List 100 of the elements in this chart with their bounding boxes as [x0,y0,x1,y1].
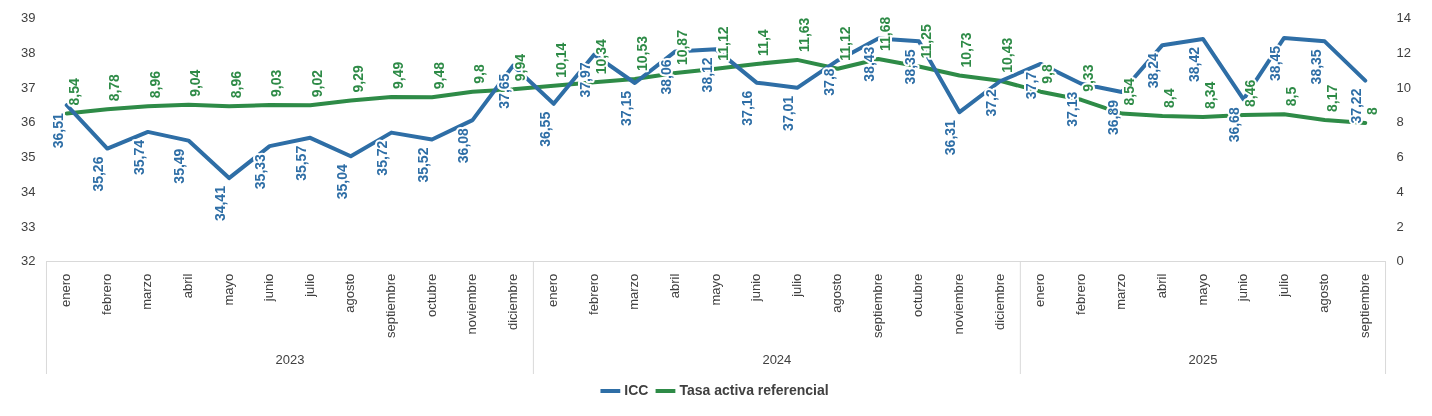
data-label: 35,74 [130,139,147,175]
y2-tick-label: 8 [1396,114,1404,130]
x-tick-label: enero [58,273,74,307]
text: 2023 [275,351,305,367]
data-label: 36,68 [1226,107,1243,143]
data-label: 11,68 [877,16,894,52]
data-label: 9,49 [390,61,407,90]
data-label: 8,54 [1120,78,1137,106]
y-tick-label: 32 [20,253,36,269]
y-tick-label: 38 [20,45,36,61]
data-label: 9,8 [471,63,488,84]
x-tick-label: abril [180,273,196,299]
legend-label: ICC [624,381,649,398]
y-tick-label: 33 [20,218,36,234]
x-tick-label: diciembre [991,273,1007,331]
data-label: 37,7 [1023,71,1040,100]
data-label: 10,14 [552,42,569,78]
x-tick-label: septiembre [869,273,885,338]
x-tick-label: mayo [1194,273,1210,306]
data-label: 9,04 [187,69,204,97]
y2-tick-label: 6 [1396,149,1404,165]
data-label: 35,52 [414,147,431,183]
x-tick-label: marzo [1113,273,1129,310]
data-label: 38,42 [1185,46,1202,82]
data-label: 36,51 [49,113,66,149]
data-label: 11,25 [917,24,934,59]
y2-tick-label: 0 [1396,253,1404,269]
data-label: 37,97 [577,62,594,98]
data-label: 35,57 [293,145,310,181]
data-label: 35,04 [333,164,350,200]
data-label: 11,12 [714,26,731,61]
y2-tick-label: 2 [1396,218,1404,234]
data-label: 35,49 [171,148,188,184]
data-label: 9,03 [268,69,285,98]
x-tick-label: octubre [910,273,926,318]
x-tick-label: agosto [1316,273,1332,313]
x-tick-label: abril [1153,273,1169,299]
x-tick-label: junio [261,273,277,303]
data-label: 10,43 [998,37,1015,73]
data-label: 38,35 [901,49,918,85]
x-tick-label: mayo [707,273,723,306]
data-label: 38,43 [861,46,878,82]
y2-tick-label: 12 [1396,45,1412,61]
data-label: 37,22 [1348,88,1365,124]
x-tick-label: octubre [423,273,439,318]
legend-label: Tasa activa referencial [679,381,829,398]
data-label: 8,96 [227,70,244,99]
y-tick-label: 35 [20,149,36,165]
x-tick-label: abril [667,273,682,299]
y2-tick-label: 10 [1396,79,1412,95]
data-label: 36,89 [1104,99,1121,136]
data-label: 10,87 [674,29,691,66]
data-label: 8,5 [1282,86,1299,107]
data-label: 9,94 [511,53,528,82]
data-label: 9,02 [309,69,326,98]
data-label: 37,8 [820,68,837,96]
data-label: 38,35 [1307,49,1324,85]
y2-tick-label: 14 [1396,10,1412,26]
data-label: 37,2 [982,89,999,117]
data-label: 8,4 [1161,88,1178,108]
data-label: 9,29 [349,65,366,93]
x-tick-label: septiembre [1356,273,1372,338]
data-label: 9,33 [1080,64,1097,92]
data-label: 37,65 [495,73,512,109]
data-label: 38,06 [658,59,675,95]
x-tick-label: enero [1032,273,1048,307]
data-label: 9,8 [1039,63,1056,84]
data-label: 37,01 [780,95,797,131]
data-label: 8,96 [146,70,163,99]
x-tick-label: noviembre [464,273,480,335]
data-label: 35,33 [252,153,269,190]
data-label: 8 [1364,106,1381,115]
data-label: 34,41 [211,185,228,222]
x-tick-label: junio [1235,273,1251,303]
y-tick-label: 34 [20,183,36,199]
x-tick-label: agosto [342,273,358,313]
x-tick-label: julio [1275,273,1291,298]
data-label: 8,34 [1201,81,1218,109]
data-label: 9,48 [430,61,447,90]
data-label: 36,31 [942,119,959,156]
data-label: 37,15 [617,90,634,127]
data-label: 35,72 [374,140,391,176]
x-tick-label: enero [545,273,561,307]
data-label: 8,46 [1242,79,1259,107]
data-label: 10,73 [958,32,975,68]
x-tick-label: marzo [139,273,155,310]
y2-tick-label: 4 [1396,183,1404,199]
data-label: 36,08 [455,127,472,164]
y-tick-label: 39 [20,10,36,26]
data-label: 38,12 [698,57,715,93]
x-tick-label: junio [748,273,764,303]
data-label: 38,24 [1145,52,1162,89]
data-label: 35,26 [90,156,107,192]
x-tick-label: julio [788,273,804,298]
data-label: 37,16 [739,90,756,126]
data-label: 11,12 [836,26,853,61]
y-tick-label: 36 [20,114,36,130]
x-tick-label: agosto [829,273,845,313]
data-label: 11,63 [796,17,813,52]
data-label: 37,13 [1064,91,1081,127]
